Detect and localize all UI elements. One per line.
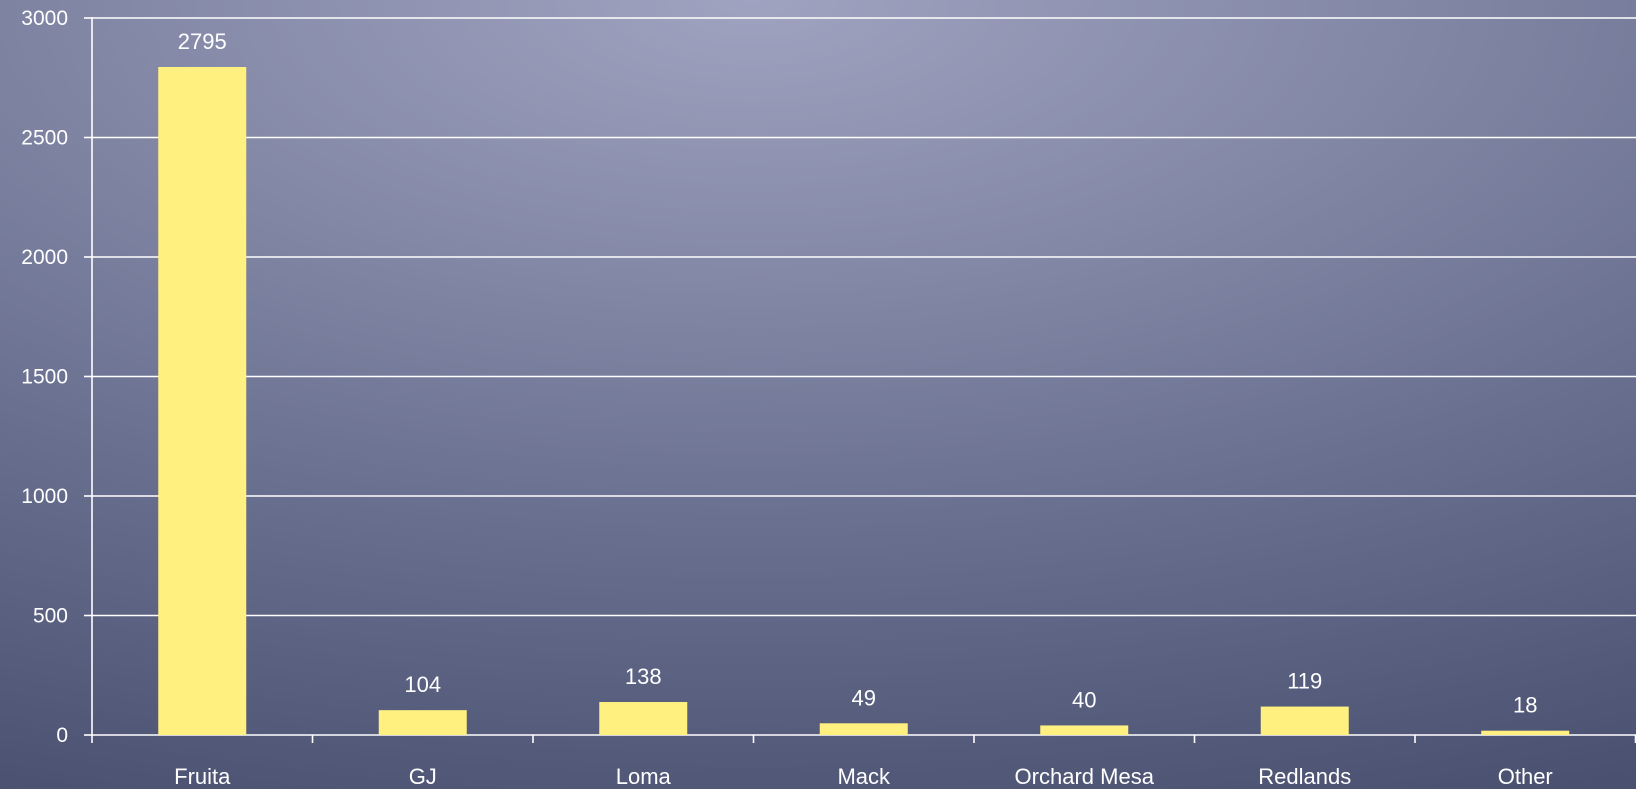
x-category-label: Mack xyxy=(837,764,891,789)
category-labels: Fruita GJ Loma Mack Orchard Mesa Redlands Othe… xyxy=(174,764,1553,789)
y-tick-label: 1000 xyxy=(21,485,68,508)
data-label: 138 xyxy=(625,664,662,689)
bar-orchard-mesa xyxy=(1040,725,1129,735)
data-label: 40 xyxy=(1072,687,1096,712)
x-category-label: Orchard Mesa xyxy=(1015,764,1155,789)
bar-redlands xyxy=(1260,706,1349,735)
y-tick-label: 0 xyxy=(56,724,68,747)
bar-other xyxy=(1481,730,1570,735)
data-labels: 2795 104 138 49 40 119 18 xyxy=(178,29,1538,718)
y-tick-label: 1500 xyxy=(21,366,68,389)
y-tick-labels: 0 500 1000 1500 2000 2500 3000 xyxy=(21,7,68,747)
bar-loma xyxy=(599,702,688,735)
y-tick-label: 2000 xyxy=(21,246,68,269)
bar-gj xyxy=(378,710,467,735)
y-tick-label: 2500 xyxy=(21,127,68,150)
x-category-label: Fruita xyxy=(174,764,231,789)
data-label: 104 xyxy=(404,672,441,697)
data-label: 119 xyxy=(1287,669,1322,694)
y-tick-label: 500 xyxy=(33,605,68,628)
bars xyxy=(158,66,1570,736)
x-category-label: Redlands xyxy=(1258,764,1351,789)
bar-mack xyxy=(819,723,908,735)
x-category-label: Other xyxy=(1498,764,1553,789)
axes xyxy=(84,17,1636,743)
gridlines xyxy=(92,17,1636,617)
bar-fruita xyxy=(158,66,247,736)
data-label: 18 xyxy=(1513,693,1537,718)
data-label: 49 xyxy=(852,685,876,710)
x-category-label: GJ xyxy=(409,764,437,789)
data-label: 2795 xyxy=(178,29,227,54)
y-tick-label: 3000 xyxy=(21,7,68,30)
x-category-label: Loma xyxy=(616,764,672,789)
